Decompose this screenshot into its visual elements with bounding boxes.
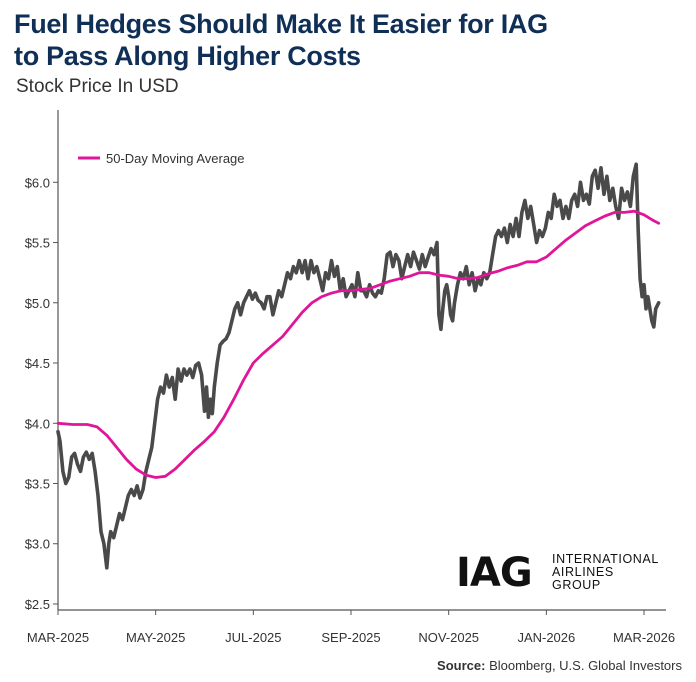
iag-logo-text: INTERNATIONAL AIRLINES GROUP	[552, 553, 659, 592]
x-tick-label: MAR-2026	[613, 630, 675, 645]
x-tick-label: JUL-2025	[225, 630, 281, 645]
x-tick-label: MAY-2025	[126, 630, 185, 645]
iag-logo-line-1: INTERNATIONAL	[552, 552, 659, 566]
legend-label-moving-average: 50-Day Moving Average	[106, 151, 245, 166]
y-tick-label: $5.0	[25, 296, 50, 311]
y-tick-label: $4.5	[25, 356, 50, 371]
y-tick-label: $6.0	[25, 175, 50, 190]
y-tick-label: $3.5	[25, 476, 50, 491]
y-tick-label: $4.0	[25, 416, 50, 431]
x-tick-label: JAN-2026	[517, 630, 575, 645]
x-tick-label: SEP-2025	[321, 630, 380, 645]
chart-title-line-1: Fuel Hedges Should Make It Easier for IA…	[14, 9, 548, 39]
iag-logo-mark: IAG	[456, 550, 533, 596]
y-tick-label: $2.5	[25, 597, 50, 612]
x-tick-label: NOV-2025	[418, 630, 479, 645]
iag-logo-line-3: GROUP	[552, 578, 601, 592]
chart-title: Fuel Hedges Should Make It Easier for IA…	[14, 8, 674, 72]
source-note: Source: Bloomberg, U.S. Global Investors	[437, 658, 682, 673]
chart-title-line-2: to Pass Along Higher Costs	[14, 41, 361, 71]
moving-average-line	[56, 209, 661, 479]
iag-logo-line-2: AIRLINES	[552, 565, 614, 579]
x-tick-label: MAR-2025	[27, 630, 89, 645]
y-tick-label: $5.5	[25, 236, 50, 251]
chart-subtitle: Stock Price In USD	[16, 76, 179, 97]
source-label: Source:	[437, 658, 486, 673]
stock-price-line	[56, 162, 661, 570]
source-text: Bloomberg, U.S. Global Investors	[489, 658, 682, 673]
y-tick-label: $3.0	[25, 537, 50, 552]
